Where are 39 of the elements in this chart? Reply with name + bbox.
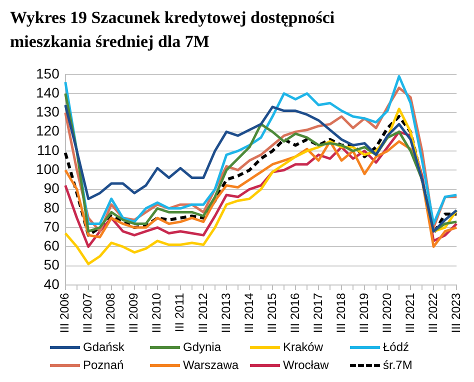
y-tick-label: 130 <box>36 104 60 120</box>
x-tick-label: III 2022 <box>426 292 440 333</box>
y-tick-label: 120 <box>36 122 60 139</box>
y-tick-label: 70 <box>44 218 60 234</box>
y-tick-label: 100 <box>36 160 60 177</box>
x-tick-label: III 2006 <box>58 292 72 333</box>
x-tick-label: III 2019 <box>356 292 371 333</box>
x-tick-label: III 2023 <box>448 292 463 333</box>
y-tick-label: 110 <box>37 142 60 158</box>
legend-label: Poznań <box>83 358 124 372</box>
x-tick-label: III 2015 <box>264 292 279 333</box>
x-tick-label: III 2017 <box>310 292 325 333</box>
x-tick-label: III 2007 <box>80 292 95 333</box>
legend-label: Wrocław <box>283 358 329 372</box>
x-tick-label: III 2009 <box>126 292 141 333</box>
x-tick-label: III 2018 <box>334 292 348 333</box>
x-tick-label: III 2020 <box>380 292 394 333</box>
x-tick-label: III 2014 <box>242 292 256 333</box>
y-tick-label: 60 <box>44 238 60 254</box>
y-tick-label: 140 <box>36 84 60 100</box>
legend-label: Gdańsk <box>83 340 124 354</box>
legend-label: Warszawa <box>183 358 239 372</box>
x-tick-label: III 2010 <box>150 292 164 333</box>
legend-label: Kraków <box>283 340 324 354</box>
legend-label: śr.7M <box>383 358 412 372</box>
x-tick-label: III 2012 <box>196 292 210 333</box>
y-tick-label: 150 <box>36 65 60 82</box>
x-tick-label: III 2008 <box>104 292 118 333</box>
y-tick-label: 90 <box>44 180 60 196</box>
legend-label: Łódź <box>383 340 410 354</box>
chart-title: Wykres 19 Szacunek kredytowej dostępności mieszkania średniej dla 7M <box>10 7 336 53</box>
x-tick-label: III 2013 <box>218 292 233 333</box>
x-tick-label: III 2016 <box>288 292 302 333</box>
legend-label: Gdynia <box>183 340 222 354</box>
y-tick-label: 40 <box>44 276 60 292</box>
x-tick-label: III 2021 <box>402 292 417 333</box>
y-tick-label: 80 <box>44 199 60 216</box>
x-tick-label: III 2011 <box>172 292 187 332</box>
y-tick-label: 50 <box>44 256 60 273</box>
